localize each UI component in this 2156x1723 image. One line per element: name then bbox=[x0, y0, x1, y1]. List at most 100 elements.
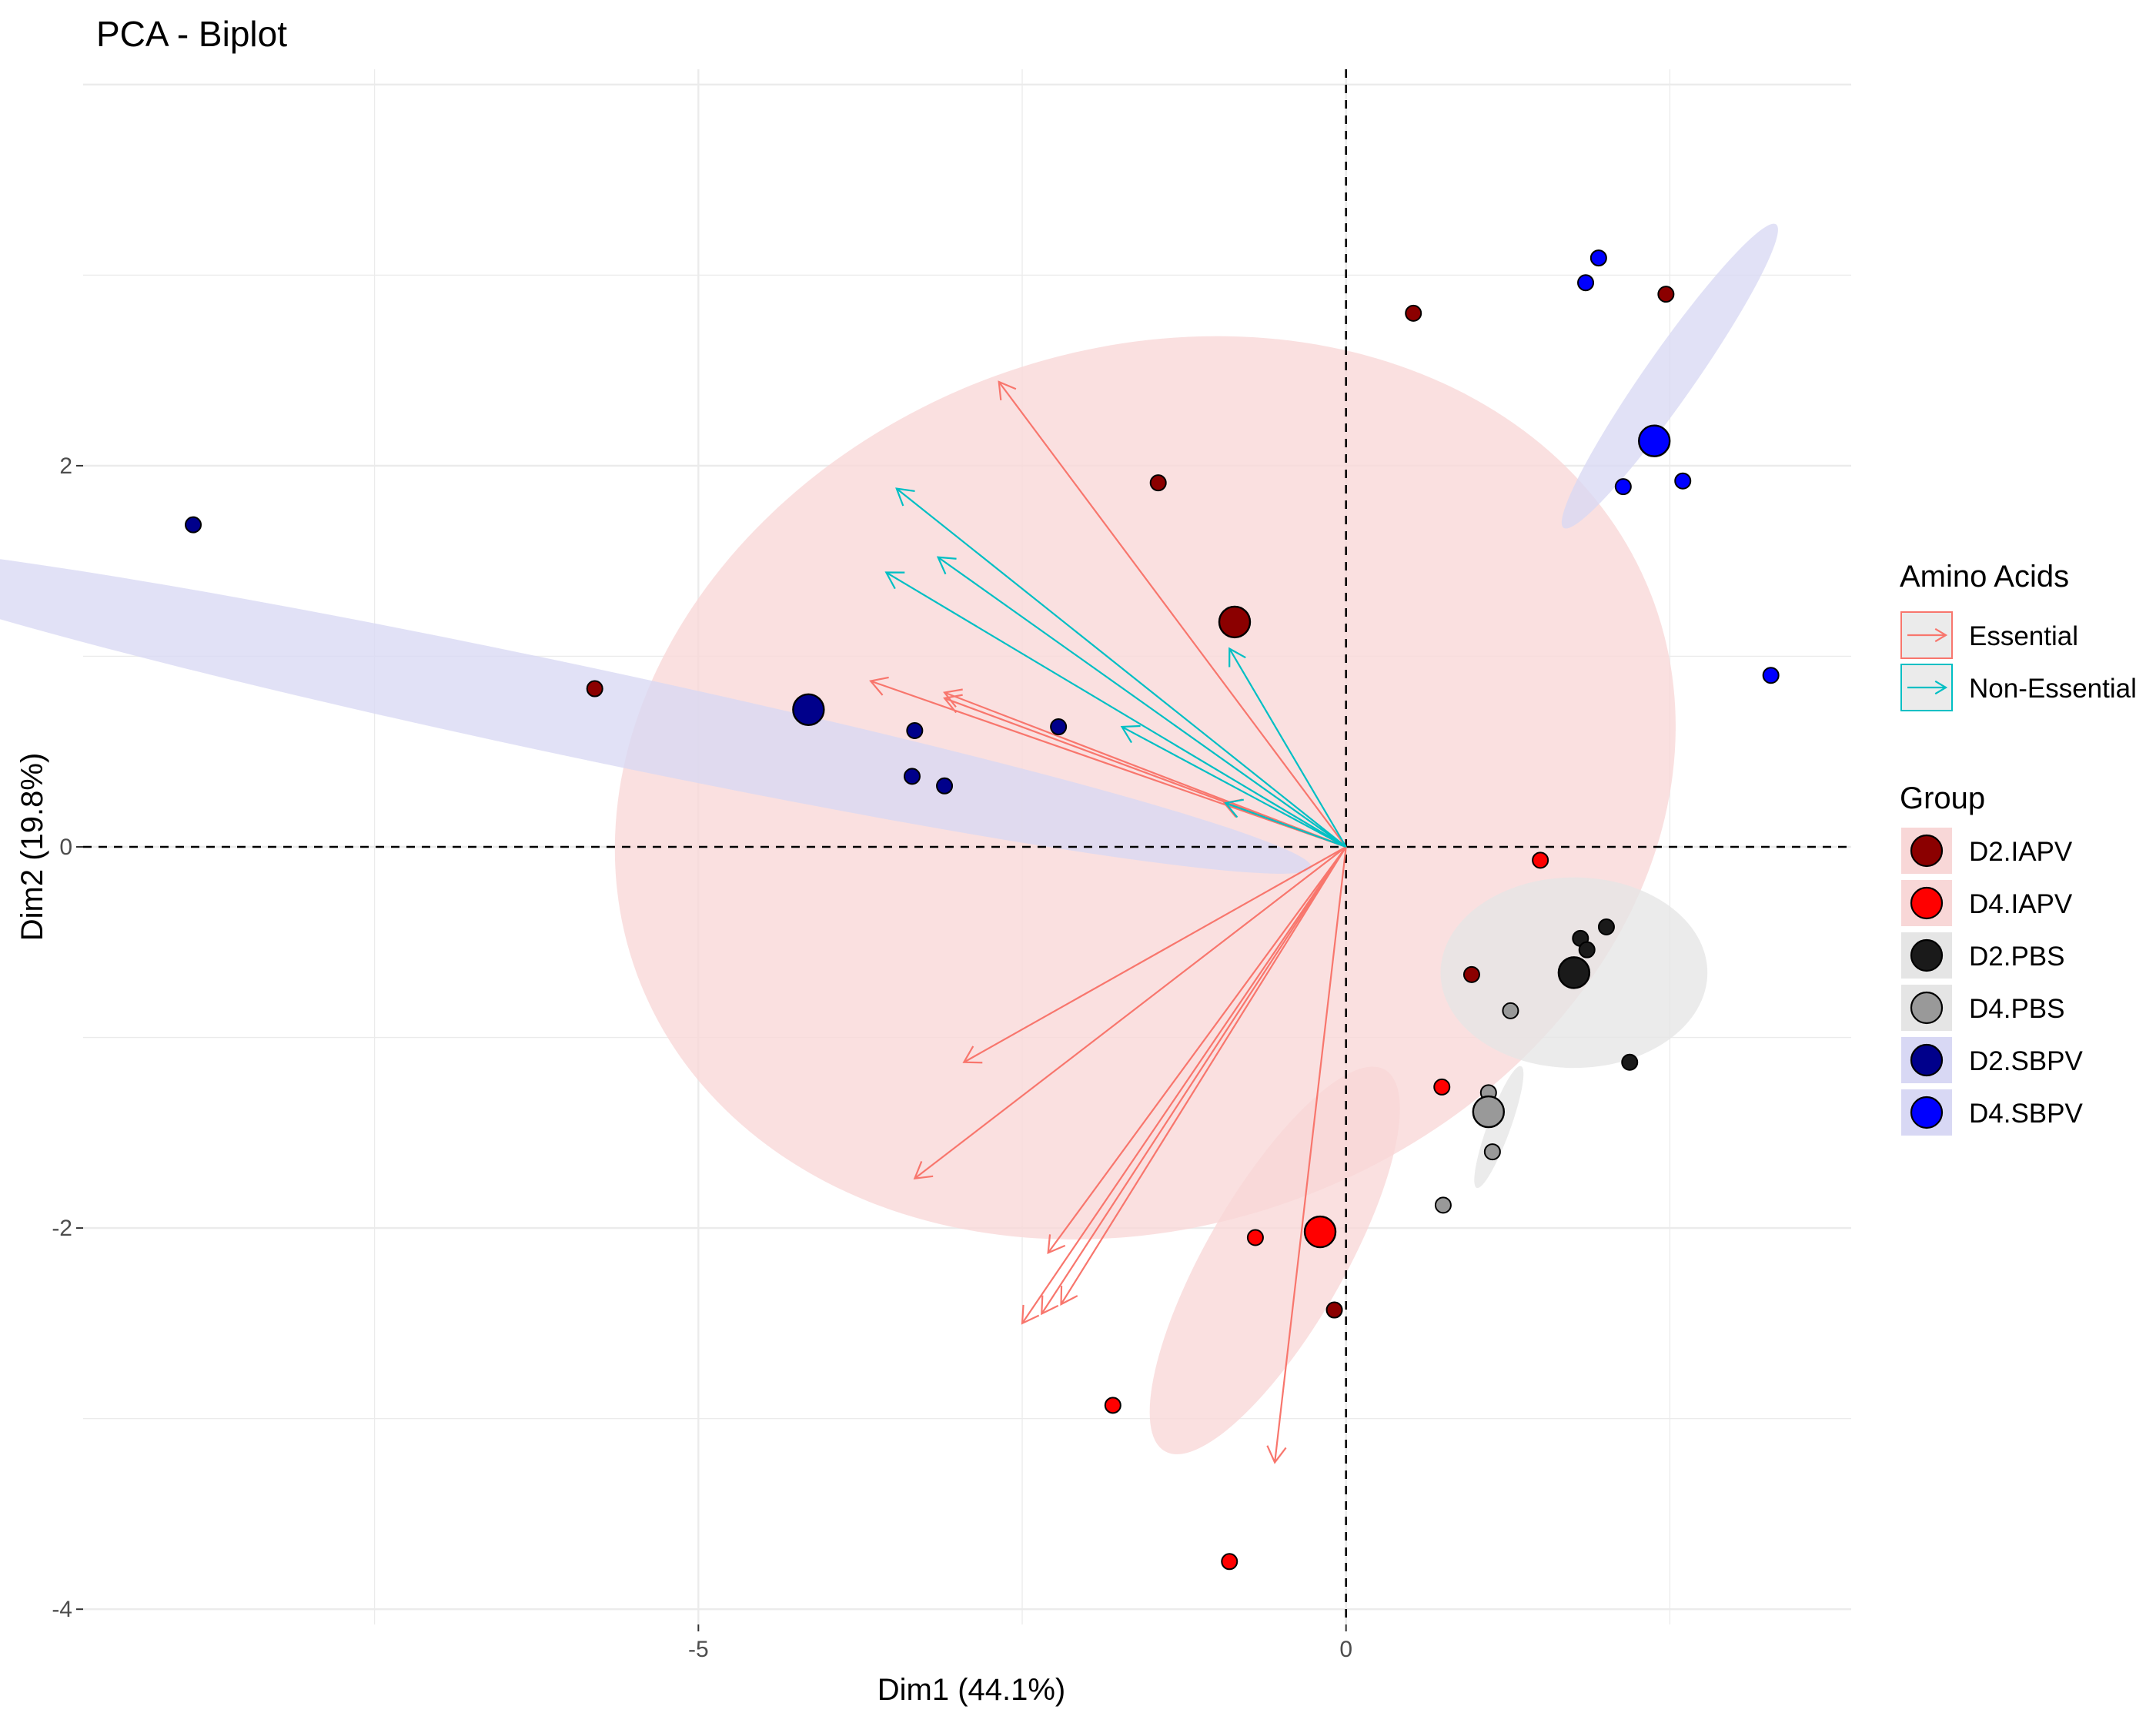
arrow-head bbox=[1934, 680, 1948, 695]
point-d4-iapv bbox=[1532, 851, 1549, 869]
group-centroids bbox=[792, 424, 1671, 1249]
arrow-head bbox=[998, 380, 1017, 400]
legend-marker bbox=[1910, 938, 1944, 972]
arrow-essential bbox=[943, 688, 1347, 848]
legend-label: D4.SBPV bbox=[1969, 1099, 2083, 1129]
arrow-shaft bbox=[944, 691, 1347, 848]
arrow-shaft bbox=[963, 846, 1347, 1063]
arrow-shaft bbox=[1060, 846, 1347, 1305]
arrow-non-essential bbox=[1228, 647, 1347, 848]
point-d4-sbpv bbox=[1577, 274, 1595, 292]
arrow-shaft bbox=[1274, 846, 1347, 1463]
point-d2-iapv bbox=[1149, 474, 1167, 492]
centroid-d4-iapv bbox=[1303, 1215, 1337, 1249]
legend-marker bbox=[1910, 834, 1944, 868]
arrow-shaft bbox=[885, 571, 1347, 848]
arrow-essential bbox=[1060, 846, 1347, 1306]
y-axis-label: Dim2 (19.8%) bbox=[15, 753, 49, 942]
legend-marker bbox=[1910, 886, 1944, 920]
centroid-d2-pbs bbox=[1557, 956, 1591, 989]
axis-ticks: -5 0 2 0 -2 -4 bbox=[52, 453, 1352, 1662]
point-d2-iapv bbox=[1462, 965, 1480, 983]
arrow-shaft bbox=[1047, 846, 1347, 1253]
legend-group-entry: D2.IAPV bbox=[1901, 828, 2073, 874]
x-axis-label: Dim1 (44.1%) bbox=[877, 1673, 1066, 1707]
legend-label: Non-Essential bbox=[1969, 674, 2137, 704]
legend-label: D2.SBPV bbox=[1969, 1046, 2083, 1076]
centroid-d2-sbpv bbox=[792, 693, 825, 726]
legend-label: D2.IAPV bbox=[1969, 837, 2073, 867]
arrow-head bbox=[1021, 1304, 1040, 1325]
point-d2-pbs bbox=[1621, 1053, 1639, 1071]
arrow-non-essential bbox=[1224, 798, 1347, 848]
point-d2-iapv bbox=[586, 680, 603, 698]
point-d2-sbpv bbox=[903, 768, 921, 785]
point-d4-pbs bbox=[1483, 1143, 1501, 1161]
legend-group-entry: D4.SBPV bbox=[1901, 1089, 2083, 1136]
y-tick-label: -4 bbox=[52, 1597, 72, 1622]
x-tick-label: -5 bbox=[688, 1637, 709, 1662]
ellipse-d4-iapv bbox=[1149, 1066, 1400, 1454]
legend-group-title: Group bbox=[1900, 781, 1985, 815]
legend-label: D4.IAPV bbox=[1969, 889, 2073, 919]
arrow-essential bbox=[913, 846, 1347, 1180]
y-tick-label: 0 bbox=[59, 835, 72, 860]
point-d4-iapv bbox=[1246, 1229, 1264, 1246]
legend-label: D2.PBS bbox=[1969, 942, 2065, 972]
point-d2-sbpv bbox=[936, 777, 954, 795]
arrow-essential bbox=[1041, 846, 1347, 1316]
arrow-head bbox=[1228, 647, 1246, 667]
legend-marker bbox=[1910, 1043, 1944, 1077]
legend-group-entry: D4.IAPV bbox=[1901, 880, 2073, 926]
arrow-head bbox=[1224, 798, 1245, 818]
arrow-non-essential bbox=[884, 571, 1347, 848]
point-d4-pbs bbox=[1502, 1002, 1519, 1019]
point-d2-sbpv bbox=[185, 516, 202, 534]
arrow-shaft bbox=[1121, 726, 1347, 848]
arrow-head bbox=[1041, 1295, 1059, 1316]
arrow-shaft bbox=[896, 487, 1347, 848]
chart-title: PCA - Biplot bbox=[96, 14, 287, 54]
arrow-head bbox=[869, 676, 889, 696]
legend-label: Essential bbox=[1969, 621, 2078, 651]
point-d4-sbpv bbox=[1674, 472, 1692, 490]
point-d4-iapv bbox=[1104, 1397, 1121, 1414]
arrow-head bbox=[1060, 1286, 1078, 1306]
arrow-shaft bbox=[914, 846, 1347, 1179]
arrow-shaft bbox=[1225, 802, 1347, 848]
arrow-shaft bbox=[1021, 846, 1347, 1324]
arrow-head bbox=[913, 1161, 934, 1180]
arrow-head bbox=[936, 556, 957, 575]
arrow-essential bbox=[962, 846, 1347, 1064]
arrow-head bbox=[943, 688, 963, 708]
arrow-shaft bbox=[998, 381, 1347, 848]
arrow-head bbox=[895, 487, 915, 507]
arrow-essential bbox=[1266, 846, 1347, 1464]
arrow-essential bbox=[1047, 846, 1347, 1255]
arrow-head bbox=[1120, 724, 1141, 744]
legend-marker bbox=[1910, 991, 1944, 1025]
arrow-head bbox=[884, 571, 905, 590]
legend-arrow-entry: Non-Essential bbox=[1900, 664, 2137, 711]
legend-group-entry: D4.PBS bbox=[1901, 985, 2065, 1031]
arrow-essential bbox=[1021, 846, 1347, 1325]
arrow-non-essential bbox=[1120, 724, 1347, 848]
arrow-head bbox=[962, 1046, 983, 1064]
arrow-shaft bbox=[1041, 846, 1347, 1315]
point-d2-iapv bbox=[1405, 304, 1422, 322]
legend-group: Group D2.IAPV D4.IAPV D2.PBS D4.PBS D2.SBPV D… bbox=[1900, 781, 2083, 1136]
ellipse-d2-iapv bbox=[614, 336, 1676, 1240]
centroid-d2-iapv bbox=[1218, 605, 1252, 639]
point-d2-pbs bbox=[1597, 918, 1615, 935]
point-d4-sbpv bbox=[1589, 249, 1607, 267]
arrow-shaft bbox=[1228, 647, 1347, 848]
point-d4-sbpv bbox=[1614, 478, 1632, 496]
arrow-non-essential bbox=[895, 487, 1347, 848]
arrow-head bbox=[1934, 627, 1948, 643]
legend-marker bbox=[1910, 1096, 1944, 1129]
legend-label: D4.PBS bbox=[1969, 994, 2065, 1024]
arrow-head bbox=[1047, 1234, 1066, 1255]
point-d2-sbpv bbox=[1050, 718, 1068, 736]
legend-group-entry: D2.SBPV bbox=[1901, 1037, 2083, 1083]
